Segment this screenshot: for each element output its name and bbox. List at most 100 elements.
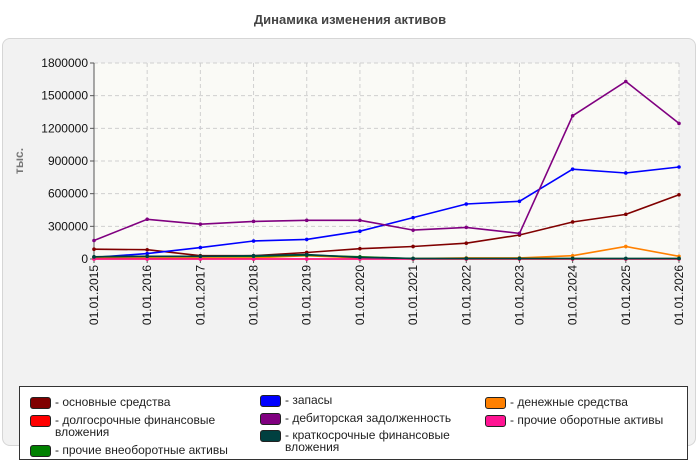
y-tick-label: 1500000	[41, 89, 88, 103]
legend-swatch	[30, 415, 51, 427]
legend-label: - краткосрочные финансовые вложения	[285, 428, 450, 454]
data-point	[464, 225, 469, 230]
legend-swatch	[485, 415, 506, 427]
legend-swatch	[260, 395, 281, 407]
data-point	[411, 244, 415, 249]
x-tick-labels: 01.01.2015 01.01.2016 01.01.2017 01.01.2018…	[87, 259, 686, 325]
x-tick-label: 01.01.2015	[87, 265, 101, 325]
data-point	[251, 253, 256, 258]
data-point	[570, 256, 575, 261]
data-point	[624, 256, 628, 261]
data-point	[304, 252, 309, 257]
data-point	[251, 219, 256, 224]
x-tick-label: 01.01.2026	[672, 265, 686, 325]
line-chart: 0 300000 600000 900000 1200000 1500000 1800000…	[12, 56, 686, 325]
legend-item: - запасы	[260, 394, 332, 407]
data-point	[517, 256, 522, 261]
data-point	[624, 79, 628, 84]
plot-area	[94, 63, 679, 259]
data-point	[411, 215, 415, 220]
legend-swatch	[30, 445, 51, 457]
data-point	[411, 256, 415, 261]
x-tick-label: 01.01.2018	[247, 265, 261, 325]
x-tick-label: 01.01.2019	[300, 265, 314, 325]
legend-label: - денежные средства	[510, 395, 628, 409]
legend-swatch	[485, 397, 506, 409]
x-tick-label: 01.01.2022	[459, 265, 473, 325]
chart-title: Динамика изменения активов	[253, 12, 447, 27]
data-point	[358, 229, 362, 234]
data-point	[304, 237, 309, 242]
series-line	[93, 253, 679, 260]
legend-swatch	[30, 397, 51, 409]
y-axis-label: тыс.	[12, 148, 26, 174]
data-point	[517, 199, 522, 204]
y-tick-labels: 0 300000 600000 900000 1200000 1500000 1800000	[41, 56, 94, 266]
data-point	[198, 245, 203, 250]
legend-item: - денежные средства	[485, 396, 628, 409]
data-point	[464, 202, 469, 206]
chart-panel: 0 300000 600000 900000 1200000 1500000 1800000…	[2, 38, 696, 460]
data-point	[251, 257, 256, 261]
legend-label: - прочие оборотные активы	[510, 413, 664, 427]
data-point	[411, 228, 415, 232]
data-point	[198, 254, 203, 259]
x-tick-label: 01.01.2021	[406, 265, 420, 325]
y-tick-label: 900000	[48, 154, 88, 168]
y-tick-label: 1200000	[41, 121, 88, 135]
legend-label: - основные средства	[55, 395, 171, 409]
data-point	[145, 251, 149, 256]
data-point	[92, 255, 96, 259]
legend-label: - дебиторская задолженность	[285, 411, 452, 425]
data-point	[677, 192, 681, 197]
data-point	[570, 114, 575, 118]
grid	[94, 62, 680, 259]
data-point	[304, 218, 309, 223]
data-point	[92, 238, 96, 243]
legend-item: - прочие внеоборотные активы	[30, 444, 228, 457]
data-point	[624, 244, 628, 249]
data-point	[92, 247, 96, 251]
data-point	[358, 218, 362, 223]
data-point	[145, 217, 149, 222]
data-point	[198, 222, 203, 226]
x-tick-label: 01.01.2023	[512, 265, 526, 325]
y-tick-label: 600000	[48, 187, 88, 201]
data-point	[145, 247, 149, 252]
data-point	[464, 241, 469, 246]
legend-label: - долгосрочные финансовые вложения	[55, 413, 216, 439]
data-point	[570, 253, 575, 258]
legend-label: - прочие внеоборотные активы	[55, 443, 228, 457]
data-point	[464, 256, 469, 261]
series-lines	[92, 79, 681, 261]
legend-item: - основные средства	[30, 396, 170, 409]
data-point	[570, 167, 575, 171]
data-point	[570, 220, 575, 224]
data-point	[198, 257, 203, 261]
legend: - основные средства - долгосрочные финан…	[19, 386, 688, 460]
x-tick-label: 01.01.2020	[353, 265, 367, 325]
y-tick-label: 300000	[48, 219, 88, 233]
y-tick-label: 1800000	[41, 56, 88, 70]
data-point	[304, 257, 309, 261]
legend-swatch	[260, 413, 281, 425]
legend-item: - долгосрочные финансовые вложения	[30, 414, 250, 438]
data-point	[677, 121, 681, 126]
legend-label: - запасы	[285, 393, 333, 407]
series-line	[93, 80, 680, 242]
data-point	[358, 246, 362, 251]
x-tick-label: 01.01.2016	[140, 265, 154, 325]
data-point	[677, 165, 681, 169]
legend-item: - дебиторская задолженность	[260, 412, 451, 425]
data-point	[624, 212, 628, 217]
data-point	[624, 171, 628, 175]
data-point	[517, 231, 522, 236]
x-tick-label: 01.01.2017	[193, 265, 207, 325]
x-tick-label: 01.01.2024	[566, 265, 580, 325]
data-point	[145, 257, 149, 261]
legend-item: - краткосрочные финансовые вложения	[260, 429, 470, 453]
data-point	[358, 255, 362, 260]
y-tick-label: 0	[81, 252, 88, 266]
data-point	[251, 239, 256, 243]
legend-item: - прочие оборотные активы	[485, 414, 663, 427]
